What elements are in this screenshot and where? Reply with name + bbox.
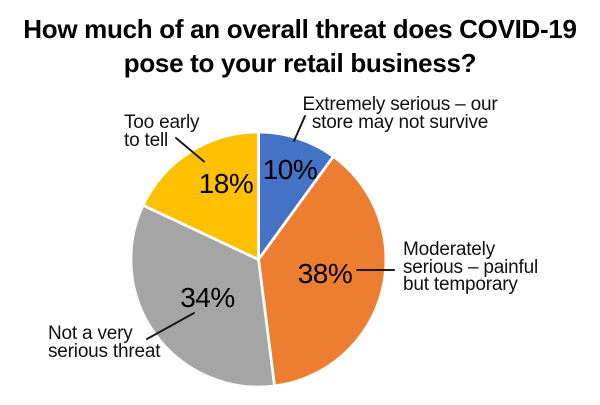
callout-too-early: Too early to tell — [124, 112, 200, 151]
leader-line-extremely-serious — [293, 115, 306, 142]
callout-moderately-serious-line-1: Moderately — [403, 239, 495, 260]
callout-moderately-serious-line-3: but temporary — [403, 274, 518, 295]
pct-label-moderately-serious: 38% — [298, 258, 353, 289]
callout-not-serious-line-2: serious threat — [48, 340, 161, 362]
leader-line-not-a — [146, 312, 195, 340]
callout-not-serious-line-1: Not a very — [48, 323, 133, 344]
pie-slice-too-early — [141, 130, 260, 261]
callout-extremely-serious-line-1: Extremely serious – our — [302, 94, 498, 115]
callout-not-serious: Not a very serious threat — [48, 323, 161, 362]
chart-title: How much of an overall threat does COVID… — [0, 12, 600, 80]
callout-too-early-line-2: to tell — [124, 129, 169, 151]
callout-moderately-serious-line-2: serious – painful — [403, 256, 538, 278]
callout-extremely-serious: Extremely serious – our store may not su… — [285, 94, 515, 133]
pct-label-too-early: 18% — [199, 168, 254, 199]
chart-title-line-2: pose to your retail business? — [123, 48, 477, 78]
callout-too-early-line-1: Too early — [124, 112, 200, 133]
callout-moderately-serious: Moderately serious – painful but tempora… — [403, 239, 538, 295]
chart-title-line-1: How much of an overall threat does COVID… — [23, 14, 577, 44]
pct-label-extremely-serious: 10% — [263, 154, 318, 185]
pct-label-not-a: 34% — [180, 282, 235, 313]
leader-line-too-early — [175, 137, 205, 163]
pie-slice-extremely-serious — [257, 130, 335, 261]
pie-slice-moderately-serious — [257, 155, 388, 388]
callout-extremely-serious-line-2: store may not survive — [311, 111, 489, 133]
